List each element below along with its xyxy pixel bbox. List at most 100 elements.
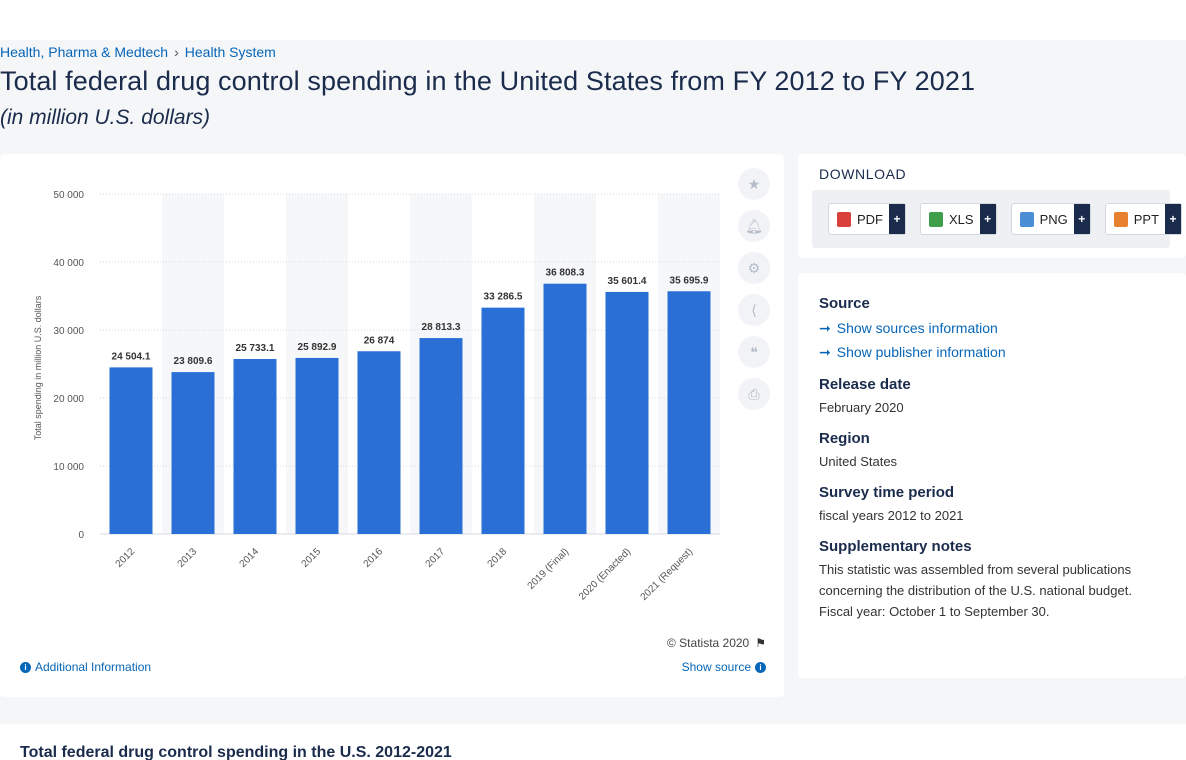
bar-chart: 0 10 000 20 000 30 000 40 000 50 000 Total spe…: [33, 190, 720, 603]
data-label: 35 601.4: [608, 276, 647, 287]
supplementary-notes-text: This statistic was assembled from severa…: [819, 562, 1132, 598]
y-axis-label: Total spending in million U.S. dollars: [33, 295, 43, 440]
download-title: DOWNLOAD: [819, 166, 907, 182]
x-tick-label: 2012: [114, 546, 138, 570]
release-date-heading: Release date: [819, 376, 911, 393]
x-tick-label: 2020 (Enacted): [577, 546, 633, 602]
x-tick-label: 2016: [362, 546, 386, 570]
xls-file-icon: [929, 211, 943, 227]
bar: [357, 351, 401, 534]
fiscal-year-note: Fiscal year: October 1 to September 30.: [819, 604, 1050, 619]
y-tick-label: 10 000: [53, 462, 84, 473]
chart-card: 0 10 000 20 000 30 000 40 000 50 000 Total spe…: [0, 154, 784, 697]
statistic-meta-card: Source ➞ Show sources information ➞ Show…: [798, 273, 1186, 678]
bar: [605, 291, 649, 534]
data-label: 25 733.1: [236, 343, 275, 354]
copyright-text: © Statista 2020: [667, 636, 750, 650]
share-icon[interactable]: ⟨: [738, 294, 770, 326]
download-ppt-label: PPT: [1133, 211, 1160, 227]
data-label: 26 874: [364, 335, 395, 346]
bar: [419, 338, 463, 534]
y-tick-label: 50 000: [53, 190, 84, 201]
region-value: United States: [819, 454, 898, 469]
survey-period-value: fiscal years 2012 to 2021: [819, 508, 964, 523]
download-pdf-button[interactable]: PDF +: [828, 203, 906, 235]
plus-icon: +: [889, 204, 905, 234]
png-file-icon: [1019, 211, 1034, 227]
data-label: 36 808.3: [546, 268, 585, 279]
gear-icon[interactable]: ⚙: [738, 252, 770, 284]
plus-icon: +: [1073, 204, 1090, 234]
data-label: 23 809.6: [174, 356, 213, 367]
page-subtitle: (in million U.S. dollars): [0, 106, 211, 129]
download-pdf-label: PDF: [857, 211, 883, 227]
supplementary-notes-heading: Supplementary notes: [819, 538, 972, 555]
info-icon: i: [755, 661, 766, 673]
bar: [667, 291, 711, 534]
survey-period-heading: Survey time period: [819, 484, 955, 501]
y-tick-label: 30 000: [53, 326, 84, 337]
bar: [233, 359, 277, 534]
show-source-link[interactable]: Show source i: [682, 660, 766, 674]
region-heading: Region: [819, 430, 870, 447]
breadcrumb-item-health-pharma[interactable]: Health, Pharma & Medtech: [0, 44, 169, 60]
star-icon[interactable]: ★: [738, 168, 770, 200]
x-tick-label: 2018: [486, 546, 510, 570]
plus-icon: +: [979, 204, 996, 234]
download-xls-label: XLS: [949, 211, 974, 227]
breadcrumb: Health, Pharma & Medtech › Health System: [0, 44, 276, 60]
bell-icon[interactable]: 🔔︎: [738, 210, 770, 242]
quote-icon[interactable]: ❝: [738, 336, 770, 368]
additional-info-label: Additional Information: [35, 660, 152, 674]
data-label: 35 695.9: [670, 275, 709, 286]
download-ppt-button[interactable]: PPT +: [1104, 203, 1183, 235]
additional-info-link[interactable]: i Additional Information: [20, 660, 151, 674]
y-tick-label: 0: [78, 530, 84, 541]
bar: [109, 367, 153, 534]
related-statistic-title[interactable]: Total federal drug control spending in t…: [20, 744, 452, 760]
bar: [543, 283, 587, 534]
x-tick-label: 2013: [176, 546, 200, 570]
show-publisher-link[interactable]: ➞ Show publisher information: [819, 340, 1165, 364]
arrow-right-icon: ➞: [819, 344, 831, 360]
download-xls-button[interactable]: XLS +: [920, 203, 997, 235]
bar: [295, 357, 339, 534]
x-tick-label: 2017: [424, 546, 448, 570]
arrow-right-icon: ➞: [819, 320, 831, 336]
bar: [481, 307, 525, 534]
download-png-label: PNG: [1039, 211, 1068, 227]
y-tick-label: 40 000: [53, 258, 84, 269]
data-label: 25 892.9: [298, 342, 337, 353]
data-label: 24 504.1: [112, 351, 151, 362]
print-icon[interactable]: ⎙: [738, 378, 770, 410]
x-tick-label: 2019 (Final): [526, 546, 572, 592]
top-bar: [0, 0, 1186, 40]
download-card: DOWNLOAD PDF + XLS + PNG + PPT +: [798, 154, 1186, 258]
ppt-file-icon: [1113, 211, 1128, 227]
info-icon: i: [20, 661, 31, 673]
breadcrumb-separator: ›: [174, 44, 179, 60]
bar: [171, 372, 215, 534]
x-tick-label: 2015: [300, 546, 324, 570]
download-buttons: PDF + XLS + PNG + PPT +: [812, 190, 1183, 248]
chart-tools: ★ 🔔︎ ⚙ ⟨ ❝ ⎙: [738, 168, 770, 410]
x-tick-label: 2014: [238, 546, 262, 570]
related-statistic-card: Total federal drug control spending in t…: [0, 724, 1186, 760]
show-sources-label: Show sources information: [836, 320, 998, 336]
source-heading: Source: [819, 295, 870, 312]
release-date-value: February 2020: [819, 400, 904, 415]
data-label: 33 286.5: [484, 292, 523, 303]
flag-icon[interactable]: ⚑: [755, 636, 766, 650]
data-label: 28 813.3: [422, 322, 461, 333]
show-sources-link[interactable]: ➞ Show sources information: [819, 316, 1165, 340]
copyright: © Statista 2020 ⚑: [667, 636, 766, 650]
y-tick-label: 20 000: [53, 394, 84, 405]
breadcrumb-item-health-system[interactable]: Health System: [184, 44, 276, 60]
plus-icon: +: [1165, 204, 1182, 234]
pdf-file-icon: [837, 211, 851, 227]
page-title: Total federal drug control spending in t…: [0, 66, 976, 96]
show-source-label: Show source: [681, 660, 751, 674]
show-publisher-label: Show publisher information: [836, 344, 1006, 360]
x-tick-label: 2021 (Request): [639, 546, 696, 603]
download-png-button[interactable]: PNG +: [1010, 203, 1091, 235]
